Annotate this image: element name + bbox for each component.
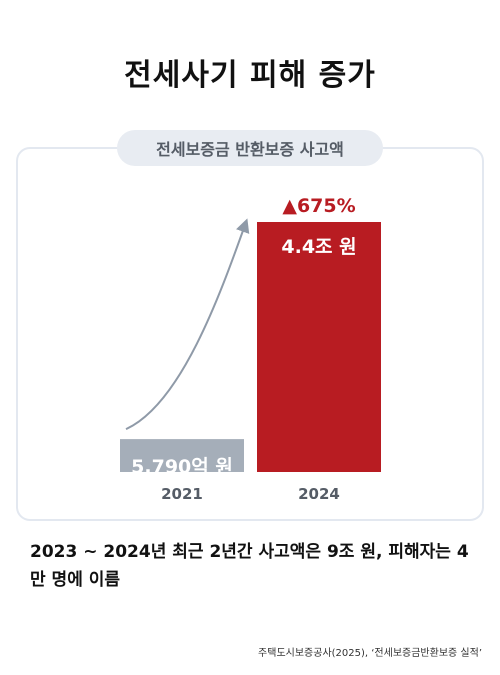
chart-title: 전세보증금 반환보증 사고액 [156, 140, 344, 159]
chart-panel [16, 147, 484, 521]
chart-title-pill: 전세보증금 반환보증 사고액 [117, 130, 383, 166]
trend-arrow [125, 218, 250, 431]
x-tick-2024: 2024 [298, 485, 340, 503]
source-text: 주택도시보증공사(2025), ‘전세보증금반환보증 실적’ [258, 648, 482, 659]
page-title: 전세사기 피해 증가 [124, 58, 376, 93]
x-tick-2021: 2021 [161, 485, 203, 503]
bar-2021 [120, 439, 244, 472]
headline-text: 2023 ~ 2024년 최근 2년간 사고액은 9조 원, 피해자는 4만 명… [30, 542, 469, 590]
growth-annotation: ▲675% [282, 195, 355, 217]
data-label-2024: 4.4조 원 [281, 236, 356, 258]
bar-chart: 5,790억 원 2021 4.4조 원 2024 ▲675% [120, 195, 381, 503]
bar-2024 [257, 222, 381, 472]
data-label-2021: 5,790억 원 [131, 456, 233, 478]
